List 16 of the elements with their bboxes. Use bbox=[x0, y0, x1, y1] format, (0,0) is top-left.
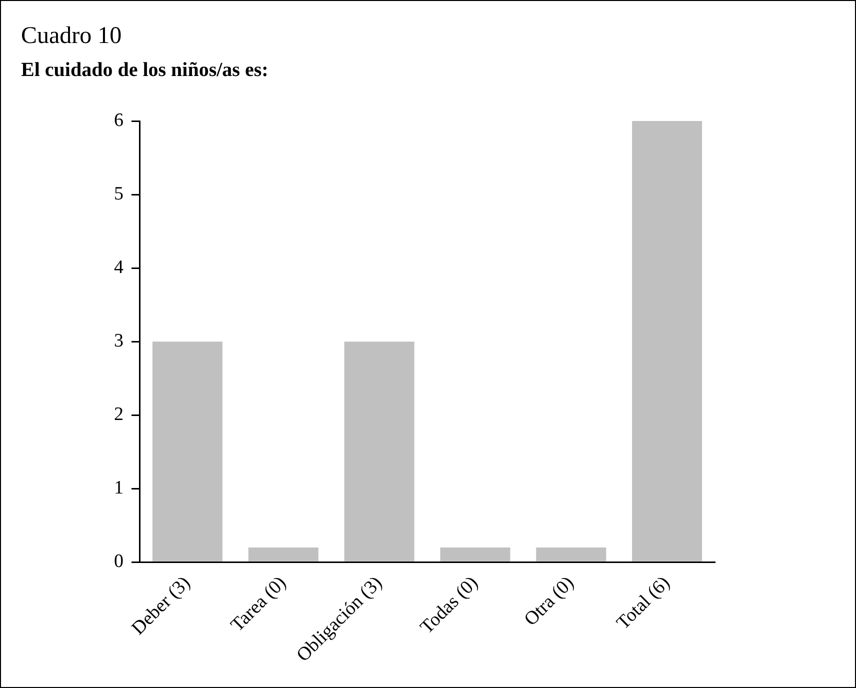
y-tick-label: 0 bbox=[114, 551, 124, 572]
x-tick-label: Otra (0) bbox=[520, 572, 578, 630]
bar bbox=[248, 547, 318, 562]
y-tick-label: 4 bbox=[114, 257, 124, 278]
y-tick-label: 6 bbox=[114, 110, 124, 131]
bar bbox=[440, 547, 510, 562]
chart-title: Cuadro 10 bbox=[21, 23, 122, 50]
y-tick-label: 5 bbox=[114, 184, 124, 205]
y-tick-label: 1 bbox=[114, 478, 124, 499]
bar bbox=[152, 342, 222, 562]
bar bbox=[536, 547, 606, 562]
y-tick-label: 2 bbox=[114, 404, 124, 426]
chart-subtitle: El cuidado de los niños/as es: bbox=[21, 59, 268, 82]
bar bbox=[344, 342, 414, 562]
y-tick-label: 3 bbox=[114, 330, 124, 352]
bar bbox=[632, 121, 702, 562]
